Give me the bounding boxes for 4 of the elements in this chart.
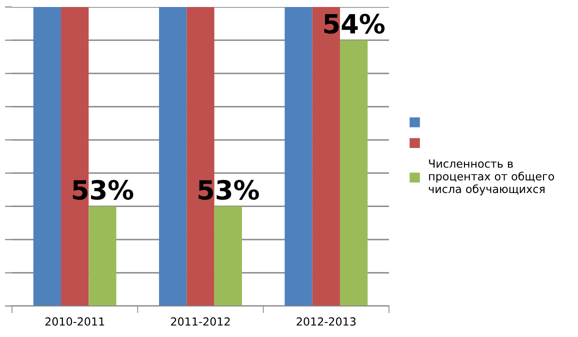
x-tick-label: 2011-2012 (171, 317, 230, 326)
x-tick-label: 2010-2011 (45, 317, 104, 326)
legend-label: Численность в процентах от общего числа обучающихся (428, 160, 554, 196)
x-tick-label: 2012-2013 (296, 317, 356, 326)
